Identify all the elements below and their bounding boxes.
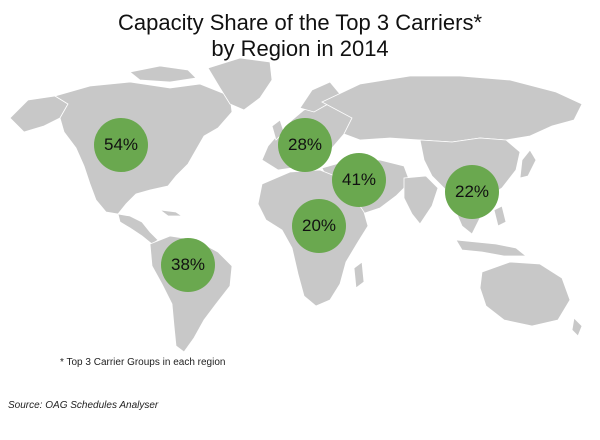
bubble-africa: 20% xyxy=(292,199,346,253)
land-japan xyxy=(519,149,537,179)
land-philippines xyxy=(493,205,507,227)
bubble-label: 20% xyxy=(301,216,337,235)
land-indonesia xyxy=(455,239,528,257)
source-note: Source: OAG Schedules Analyser xyxy=(8,400,159,411)
footnote: * Top 3 Carrier Groups in each region xyxy=(60,357,226,368)
bubble-label: 54% xyxy=(103,135,139,154)
bubble-europe: 28% xyxy=(278,118,332,172)
land-india xyxy=(403,175,439,225)
land-caribbean xyxy=(158,209,184,217)
map-title-line-2: by Region in 2014 xyxy=(211,36,389,61)
land-central-america xyxy=(117,213,159,245)
bubble-label: 22% xyxy=(454,182,490,201)
bubble-label: 28% xyxy=(287,135,323,154)
bubble-label: 41% xyxy=(341,170,377,189)
land-madagascar xyxy=(353,261,365,289)
land-new-zealand xyxy=(571,317,583,337)
land-alaska xyxy=(9,95,69,133)
map-title-line-1: Capacity Share of the Top 3 Carriers* xyxy=(118,10,482,35)
land-australia xyxy=(479,261,571,327)
land-arctic-islands xyxy=(129,65,197,83)
bubble-south-america: 38% xyxy=(161,238,215,292)
land-greenland xyxy=(207,57,273,111)
land-russia xyxy=(321,75,583,143)
bubble-label: 38% xyxy=(170,255,206,274)
map-title: Capacity Share of the Top 3 Carriers* by… xyxy=(0,10,600,62)
bubble-middle-east: 41% xyxy=(332,153,386,207)
bubble-asia-pacific: 22% xyxy=(445,165,499,219)
bubble-north-america: 54% xyxy=(94,118,148,172)
